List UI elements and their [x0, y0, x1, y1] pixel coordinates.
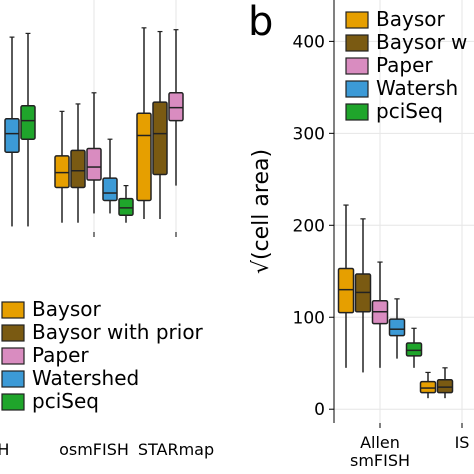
y-tick-label: 200	[293, 216, 325, 236]
box-paper	[168, 92, 184, 122]
y-tick-label: 300	[293, 124, 325, 144]
legend-entry: pciSeq	[376, 99, 443, 123]
legend-swatch	[1, 370, 25, 388]
legend-swatch	[345, 57, 369, 75]
y-axis-label: √(cell area)	[249, 149, 274, 274]
box-paper	[86, 147, 102, 181]
legend-entry: Paper	[376, 53, 433, 77]
box-baysor	[337, 267, 355, 314]
y-tick-label: 100	[293, 308, 325, 328]
legend-swatch	[1, 301, 25, 319]
box-baysor	[54, 155, 70, 189]
legend-swatch	[345, 80, 369, 98]
x-tick-label: IS	[455, 433, 470, 452]
box-baysor-with-prior	[436, 379, 454, 394]
box-pciseq	[20, 105, 36, 140]
box-baysor	[136, 112, 152, 202]
x-tick-label: Allen smFISH	[350, 433, 410, 470]
legend-swatch	[1, 393, 25, 411]
y-tick-label: 0	[314, 400, 325, 420]
box-watershed	[388, 318, 406, 337]
panel-label-b: b	[248, 0, 273, 45]
y-tick-label: 400	[293, 32, 325, 52]
panel-b: 0 100 200 300 400 Allen smFISH IS √(cell area) Ba…	[249, 0, 474, 470]
legend-entry: Paper	[32, 343, 89, 367]
box-pciseq	[118, 197, 134, 217]
x-tick-label: osmFISH	[59, 440, 129, 459]
legend-swatch	[345, 11, 369, 29]
box-baysor	[419, 380, 437, 394]
legend-entry: Baysor w	[376, 30, 467, 54]
legend-entry: Baysor with prior	[32, 320, 204, 344]
box-watershed	[102, 177, 118, 202]
x-tick-label: STARmap	[138, 440, 214, 459]
legend-swatch	[345, 103, 369, 121]
legend-swatch	[1, 324, 25, 342]
legend-swatch	[345, 34, 369, 52]
legend-entry: pciSeq	[32, 389, 99, 413]
legend-entry: Watershed	[32, 366, 139, 390]
x-tick-label: ISH	[0, 440, 9, 459]
legend-entry: Baysor	[32, 297, 101, 321]
box-baysor-with-prior	[152, 101, 168, 176]
legend-swatch	[1, 347, 25, 365]
box-baysor-with-prior	[70, 149, 86, 189]
box-pciseq	[405, 342, 423, 357]
legend-entry: Watersh	[376, 76, 458, 100]
legend-entry: Baysor	[376, 7, 445, 31]
box-watershed	[4, 118, 20, 153]
